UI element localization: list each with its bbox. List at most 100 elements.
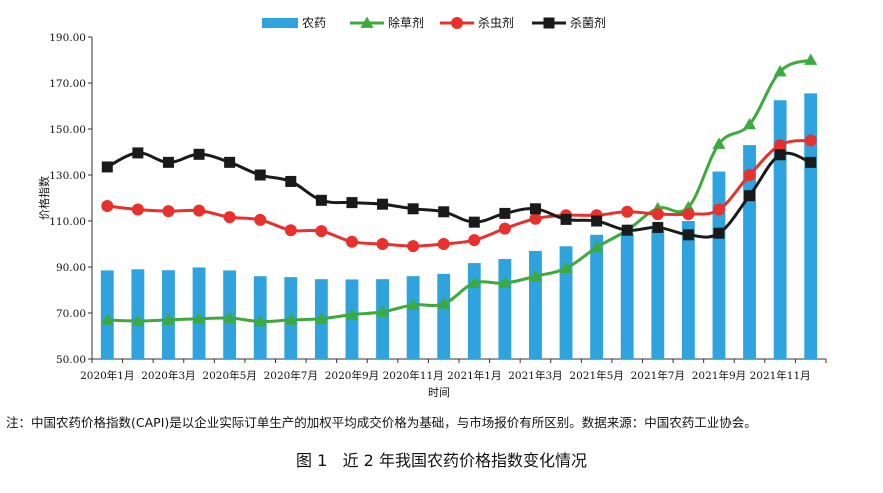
point-杀菌剂 xyxy=(254,169,266,181)
x-tick-label: 2020年1月 xyxy=(80,369,134,382)
bar-农药 xyxy=(406,276,420,359)
y-tick-label: 70.00 xyxy=(56,308,86,320)
point-杀菌剂 xyxy=(591,215,603,227)
point-杀菌剂 xyxy=(407,203,419,215)
point-杀菌剂 xyxy=(805,156,817,168)
bar-农药 xyxy=(712,171,726,359)
point-杀虫剂 xyxy=(774,139,787,152)
x-tick-label: 2021年1月 xyxy=(447,369,501,382)
bar-农药 xyxy=(651,230,665,359)
point-杀菌剂 xyxy=(499,207,511,219)
point-杀虫剂 xyxy=(193,204,206,217)
bar-农药 xyxy=(773,100,787,359)
chart-note: 注：中国农药价格指数(CAPI)是以企业实际订单生产的加权平均成交价格为基础，与… xyxy=(6,415,757,430)
point-杀虫剂 xyxy=(284,224,297,237)
point-除草剂 xyxy=(161,313,175,325)
y-tick-label: 90.00 xyxy=(56,262,86,274)
bar-农药 xyxy=(498,258,512,359)
y-tick-label: 110.00 xyxy=(49,216,86,228)
point-除草剂 xyxy=(773,65,787,77)
point-杀虫剂 xyxy=(131,203,144,216)
point-除草剂 xyxy=(559,261,573,274)
legend-label-除草剂: 除草剂 xyxy=(388,15,424,30)
point-杀菌剂 xyxy=(774,149,786,161)
point-杀菌剂 xyxy=(132,147,144,159)
point-除草剂 xyxy=(131,314,145,326)
point-杀菌剂 xyxy=(224,156,236,168)
point-除草剂 xyxy=(253,315,267,327)
point-杀菌剂 xyxy=(652,221,664,233)
x-axis-title: 时间 xyxy=(428,386,450,399)
point-杀虫剂 xyxy=(223,211,236,224)
point-杀菌剂 xyxy=(315,194,327,206)
legend-label-杀虫剂: 杀虫剂 xyxy=(478,15,514,30)
point-杀虫剂 xyxy=(468,234,481,247)
bar-农药 xyxy=(804,93,818,359)
point-杀菌剂 xyxy=(162,156,174,168)
figure-label: 图 1 xyxy=(296,451,328,470)
bar-农药 xyxy=(559,246,573,359)
y-tick-label: 190.00 xyxy=(49,32,86,44)
point-杀菌剂 xyxy=(346,197,358,209)
bar-农药 xyxy=(529,250,542,359)
point-除草剂 xyxy=(406,298,420,310)
x-tick-label: 2021年3月 xyxy=(508,369,562,382)
point-杀虫剂 xyxy=(743,169,756,181)
point-除草剂 xyxy=(314,312,328,324)
legend-marker-杀菌剂 xyxy=(543,17,555,29)
point-杀菌剂 xyxy=(529,203,541,215)
line-杀菌剂 xyxy=(106,151,812,239)
point-杀虫剂 xyxy=(162,205,175,218)
point-除草剂 xyxy=(498,276,512,288)
point-杀虫剂 xyxy=(345,235,358,248)
x-tick-label: 2020年9月 xyxy=(325,369,379,382)
point-除草剂 xyxy=(743,117,757,130)
point-杀菌剂 xyxy=(560,213,572,225)
point-杀菌剂 xyxy=(621,224,633,236)
point-杀菌剂 xyxy=(713,227,725,239)
bar-农药 xyxy=(620,233,634,359)
point-杀虫剂 xyxy=(529,212,542,225)
x-tick-label: 2021年5月 xyxy=(569,369,623,382)
point-杀虫剂 xyxy=(682,208,695,221)
line-除草剂 xyxy=(107,58,812,324)
point-杀菌剂 xyxy=(438,206,450,218)
y-axis-title: 价格指数 xyxy=(37,176,51,220)
y-tick-label: 170.00 xyxy=(49,78,86,90)
legend-marker-杀虫剂 xyxy=(451,17,463,29)
point-杀虫剂 xyxy=(437,238,450,250)
bar-农药 xyxy=(376,279,389,359)
point-杀虫剂 xyxy=(254,213,267,226)
x-tick-label: 2020年3月 xyxy=(141,369,195,382)
y-tick-label: 50.00 xyxy=(56,354,86,366)
x-tick-label: 2020年7月 xyxy=(264,369,318,382)
point-杀虫剂 xyxy=(621,205,634,218)
bar-农药 xyxy=(681,221,695,359)
point-杀虫剂 xyxy=(315,225,328,238)
point-杀虫剂 xyxy=(101,200,114,213)
point-杀菌剂 xyxy=(101,161,113,173)
point-杀菌剂 xyxy=(377,198,389,210)
point-杀菌剂 xyxy=(682,229,694,241)
point-杀菌剂 xyxy=(193,148,205,160)
point-杀虫剂 xyxy=(712,203,725,216)
point-杀虫剂 xyxy=(804,134,817,147)
point-除草剂 xyxy=(284,313,298,325)
point-除草剂 xyxy=(376,305,390,317)
point-除草剂 xyxy=(100,313,114,325)
y-tick-label: 130.00 xyxy=(49,170,86,182)
chart: 50.00 70.00 90.00 110.00 130.00 150.00 170.00 1… xyxy=(37,15,827,399)
legend-swatch-农药 xyxy=(262,18,298,28)
point-杀虫剂 xyxy=(407,240,420,253)
bar-农药 xyxy=(590,234,604,359)
bar-农药 xyxy=(131,269,145,359)
point-杀虫剂 xyxy=(498,222,511,235)
figure-title: 近 2 年我国农药价格指数变化情况 xyxy=(342,451,587,470)
x-tick-label: 2020年5月 xyxy=(202,369,256,382)
point-除草剂 xyxy=(590,240,604,253)
point-除草剂 xyxy=(192,312,206,324)
legend-marker-除草剂 xyxy=(360,16,374,28)
point-杀菌剂 xyxy=(285,175,297,187)
x-tick-label: 2020年11月 xyxy=(383,369,444,382)
x-tick-label: 2021年9月 xyxy=(692,369,746,382)
